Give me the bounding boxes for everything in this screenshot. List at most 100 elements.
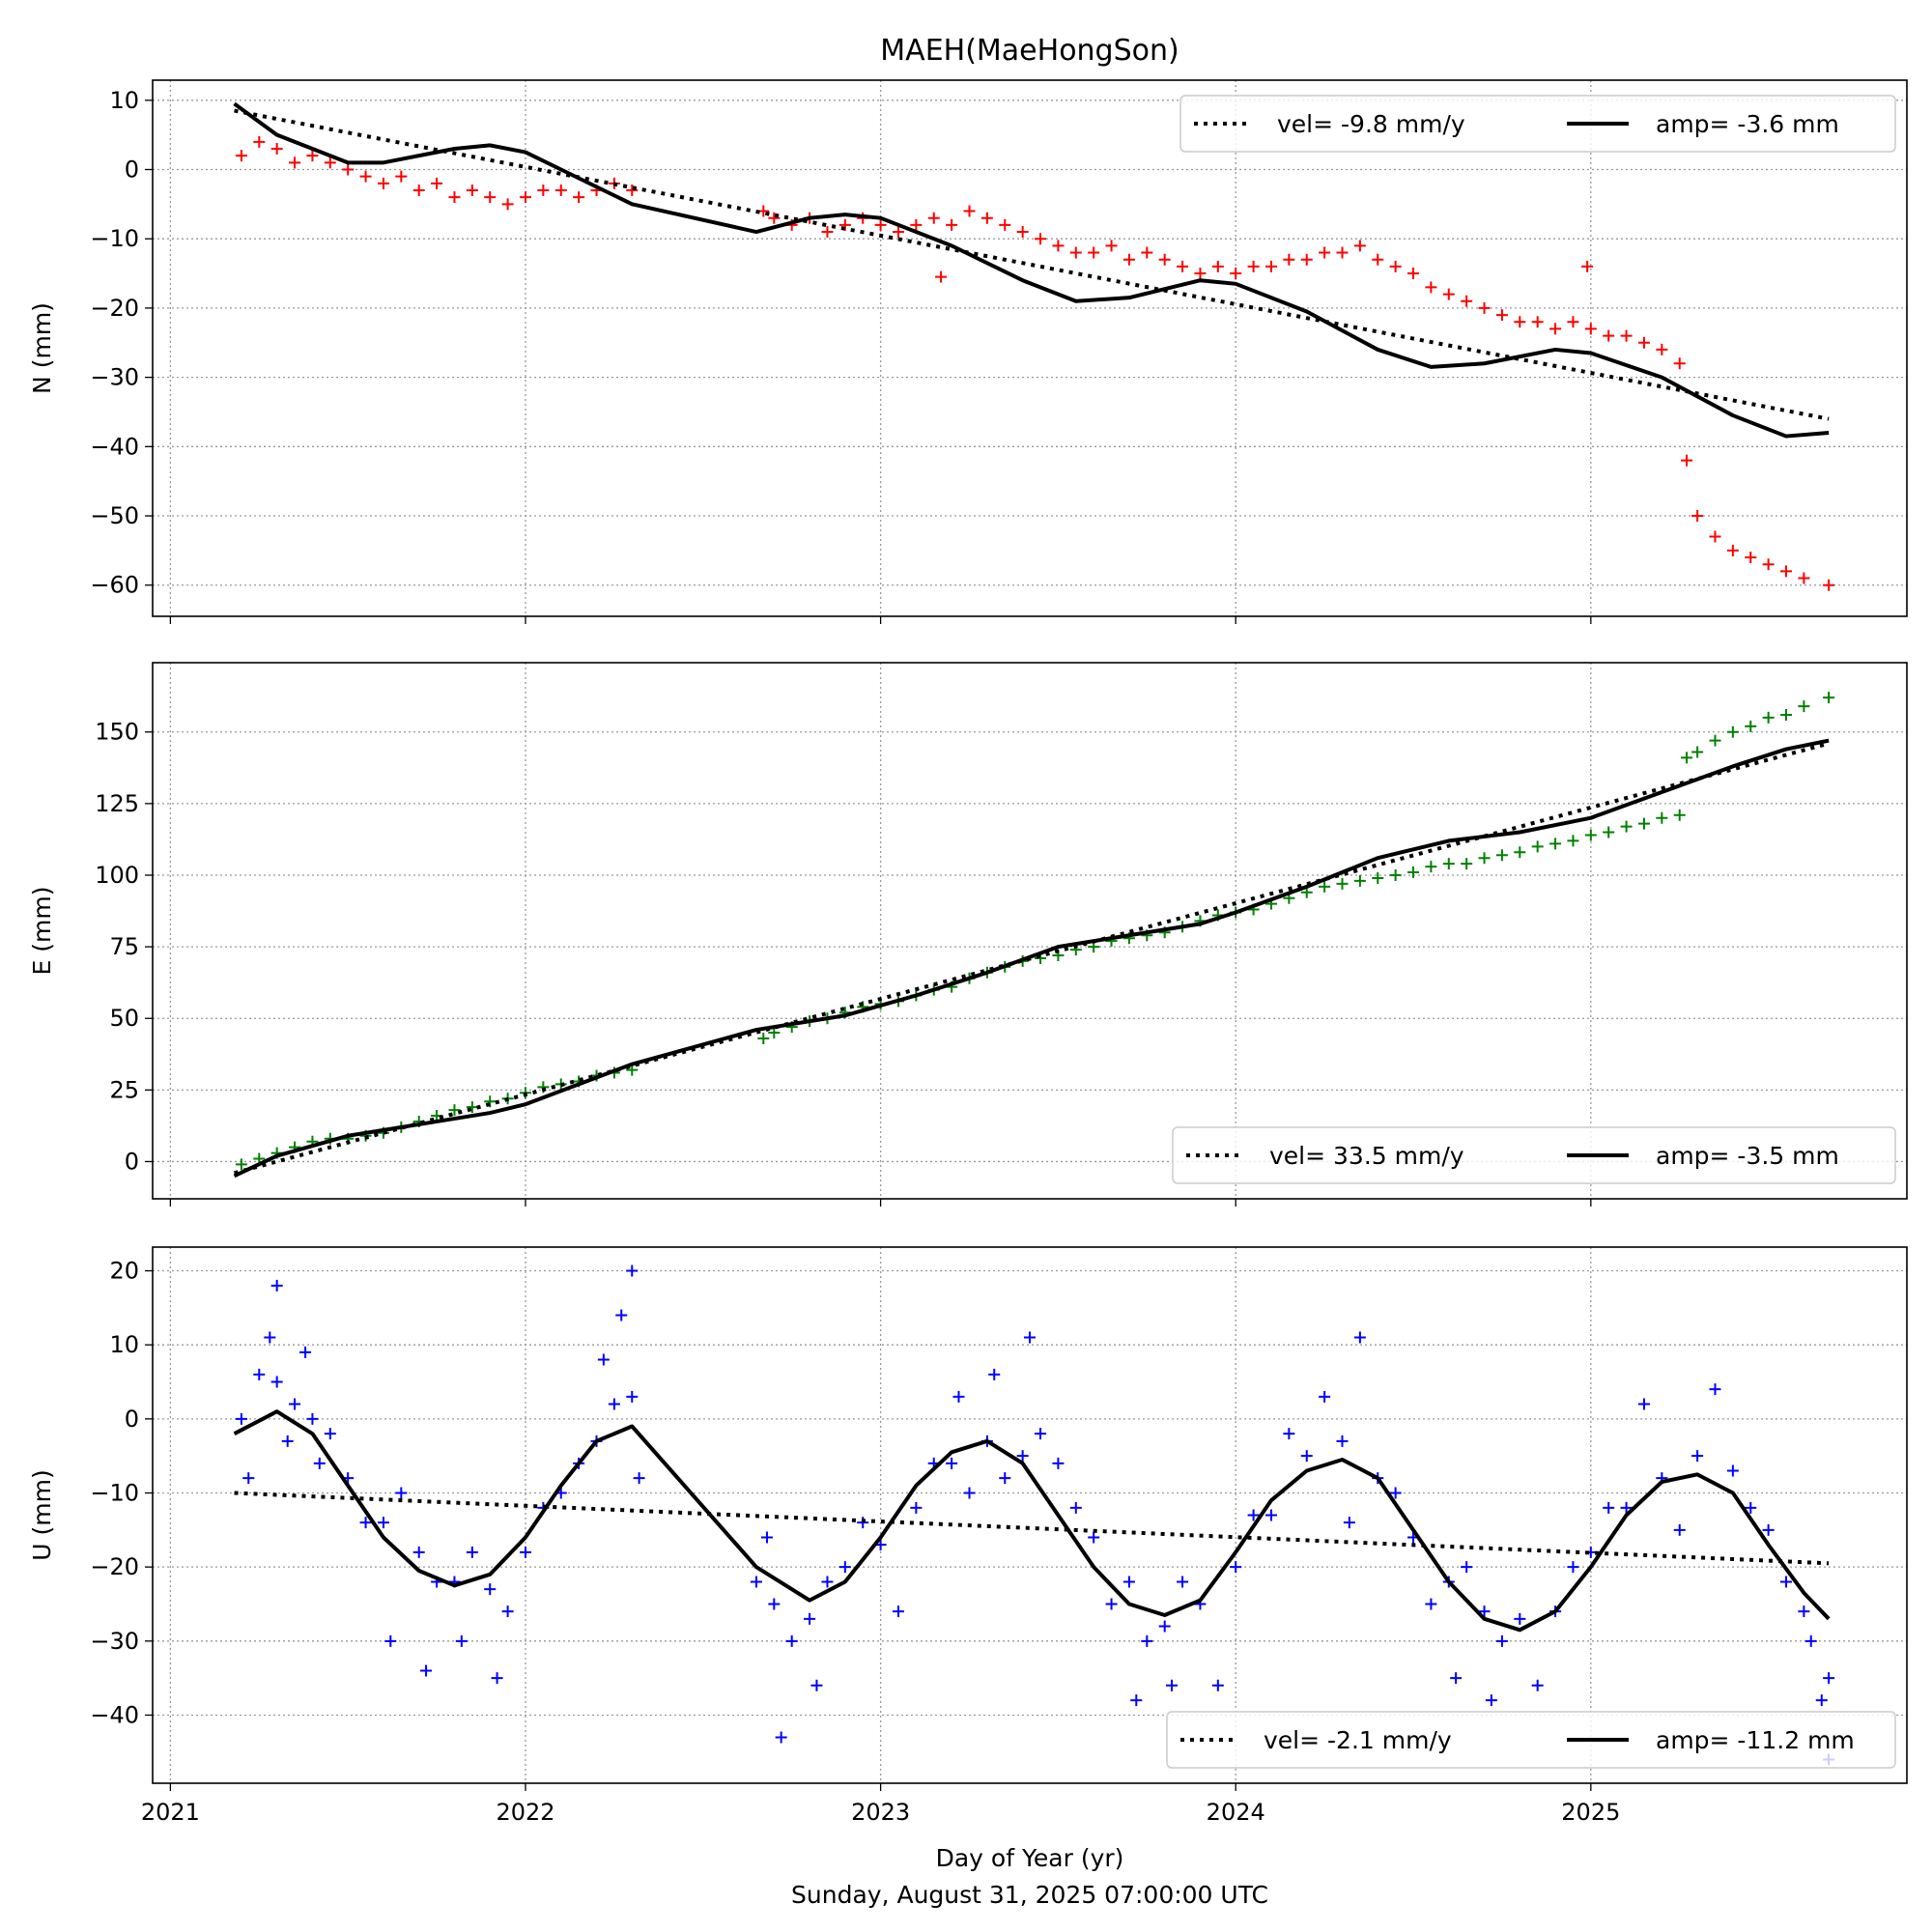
data-point bbox=[299, 1346, 312, 1358]
data-point bbox=[1461, 295, 1473, 307]
data-point bbox=[1389, 260, 1402, 272]
data-point bbox=[1442, 858, 1455, 870]
data-point bbox=[384, 1634, 397, 1647]
data-point bbox=[1581, 260, 1594, 272]
legend-box bbox=[1172, 1126, 1896, 1184]
y-tick-label: 10 bbox=[109, 1331, 139, 1358]
plot-frame bbox=[152, 1246, 1908, 1784]
data-point bbox=[1141, 246, 1153, 259]
data-point bbox=[573, 191, 585, 204]
data-point bbox=[1495, 309, 1508, 322]
data-point bbox=[1780, 708, 1793, 721]
x-tick-label: 2023 bbox=[851, 1799, 910, 1826]
data-point bbox=[821, 226, 834, 239]
data-point bbox=[597, 1353, 610, 1366]
data-point bbox=[1122, 253, 1135, 266]
data-point bbox=[1726, 725, 1739, 738]
legend: vel= -2.1 mm/y amp= -11.2 mm bbox=[1166, 1711, 1896, 1769]
data-point bbox=[963, 205, 976, 217]
y-tick-label: 100 bbox=[95, 862, 139, 889]
data-point bbox=[491, 1672, 503, 1685]
data-point bbox=[963, 1487, 976, 1499]
data-point bbox=[1495, 1634, 1508, 1647]
data-point bbox=[242, 1472, 255, 1485]
data-point bbox=[484, 191, 497, 204]
data-point bbox=[988, 1368, 1001, 1380]
chart-title: MAEH(MaeHongSon) bbox=[880, 34, 1179, 68]
y-tick-label: −10 bbox=[90, 225, 139, 252]
data-point bbox=[1531, 1679, 1544, 1691]
data-point bbox=[324, 1428, 336, 1440]
data-point bbox=[1052, 240, 1065, 252]
data-point bbox=[838, 1561, 851, 1574]
data-point bbox=[1407, 268, 1420, 280]
y-axis-label: E (mm) bbox=[28, 887, 56, 976]
data-point bbox=[804, 1612, 816, 1625]
data-point bbox=[1514, 316, 1526, 328]
data-point bbox=[760, 1531, 773, 1544]
data-point bbox=[1319, 1390, 1331, 1403]
data-point bbox=[1691, 746, 1704, 758]
data-point bbox=[1016, 226, 1029, 239]
data-point bbox=[626, 1390, 639, 1403]
data-point bbox=[1620, 1501, 1633, 1514]
data-point bbox=[1211, 1679, 1224, 1691]
data-point bbox=[235, 1412, 247, 1425]
data-point bbox=[1177, 260, 1189, 272]
data-point bbox=[289, 1398, 301, 1410]
data-point bbox=[324, 156, 336, 169]
data-point bbox=[1531, 840, 1544, 853]
data-point bbox=[466, 1101, 478, 1114]
data-point bbox=[1485, 1694, 1497, 1707]
data-point bbox=[1709, 530, 1721, 543]
data-point bbox=[1088, 246, 1100, 259]
data-point bbox=[455, 1634, 468, 1647]
y-axis-label: N (mm) bbox=[28, 302, 56, 394]
data-point bbox=[1105, 1598, 1118, 1610]
data-point bbox=[1549, 838, 1562, 850]
plot-frame bbox=[152, 79, 1908, 617]
data-point bbox=[1726, 1464, 1739, 1477]
data-point bbox=[1319, 880, 1331, 893]
x-tick-label: 2024 bbox=[1207, 1799, 1265, 1826]
data-point bbox=[1798, 572, 1810, 584]
data-point bbox=[1194, 268, 1207, 280]
data-point bbox=[1069, 246, 1082, 259]
data-point bbox=[395, 170, 408, 183]
data-point bbox=[946, 218, 958, 231]
data-point bbox=[1637, 1398, 1650, 1410]
panel-east: 0 25 50 75 100 125 150 E (mm) vel= 33.5 mm/y amp=… bbox=[28, 662, 1908, 1207]
data-point bbox=[1514, 846, 1526, 859]
data-point bbox=[1780, 1576, 1793, 1588]
data-point bbox=[1283, 253, 1295, 266]
data-point bbox=[615, 1309, 628, 1321]
y-tick-label: 10 bbox=[109, 87, 139, 114]
data-point bbox=[768, 1598, 781, 1610]
data-point bbox=[750, 1576, 762, 1588]
data-point bbox=[626, 1264, 639, 1277]
data-point bbox=[821, 1576, 834, 1588]
data-point bbox=[999, 1472, 1011, 1485]
data-point bbox=[952, 1390, 965, 1403]
data-point bbox=[1122, 1576, 1135, 1588]
data-point bbox=[1372, 871, 1384, 884]
data-point bbox=[554, 185, 567, 197]
y-tick-label: 75 bbox=[109, 933, 139, 960]
legend: vel= 33.5 mm/y amp= -3.5 mm bbox=[1172, 1126, 1896, 1184]
data-point bbox=[1567, 316, 1579, 328]
data-point bbox=[1815, 1694, 1828, 1707]
data-point bbox=[431, 177, 443, 189]
data-point bbox=[1762, 558, 1775, 571]
data-point bbox=[1230, 268, 1242, 280]
data-point bbox=[1389, 868, 1402, 881]
data-point bbox=[1300, 253, 1313, 266]
data-point bbox=[810, 1679, 823, 1691]
data-point bbox=[342, 163, 355, 176]
data-point bbox=[1353, 1331, 1366, 1344]
y-tick-label: −50 bbox=[90, 502, 139, 529]
data-point bbox=[1264, 260, 1277, 272]
y-tick-label: 125 bbox=[95, 790, 139, 817]
y-axis-label: U (mm) bbox=[28, 1469, 56, 1560]
data-point bbox=[1603, 826, 1615, 838]
data-point bbox=[1353, 874, 1366, 887]
